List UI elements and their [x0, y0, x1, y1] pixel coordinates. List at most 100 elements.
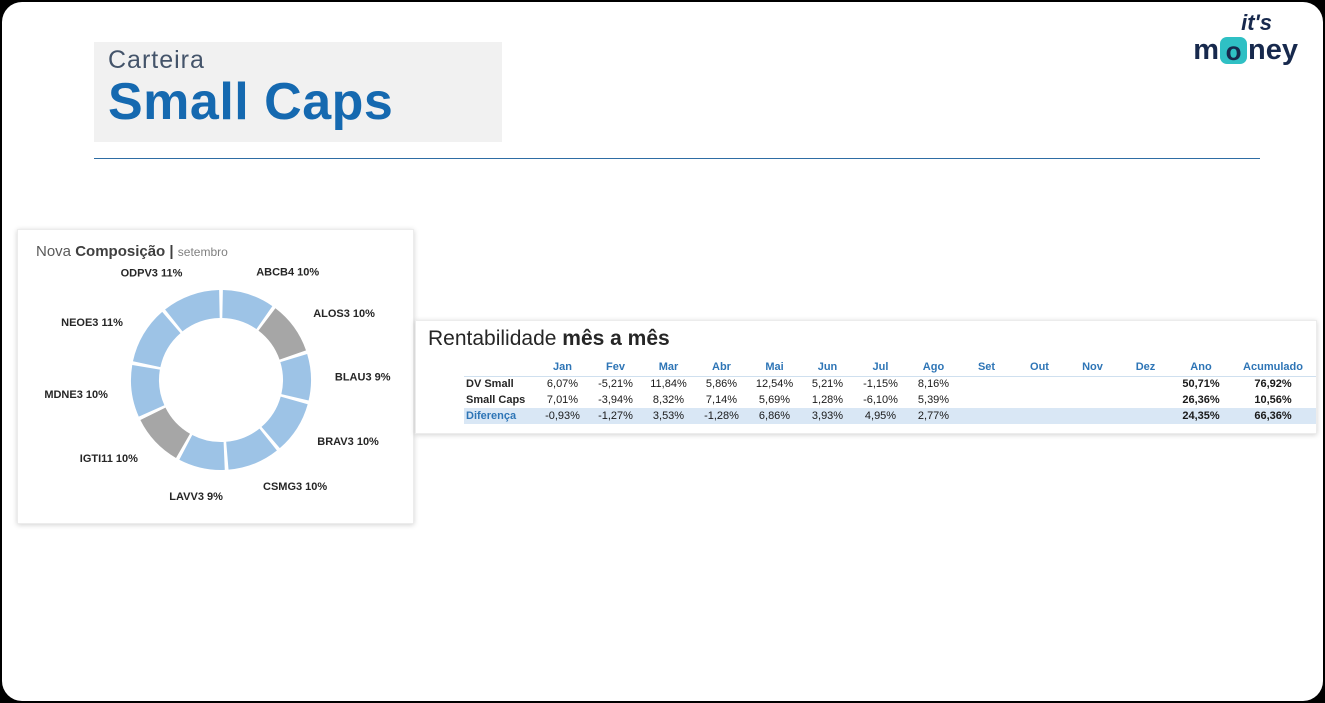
column-header-out: Out: [1013, 359, 1066, 377]
composition-title-word1: Nova: [36, 243, 72, 260]
composition-panel: Nova Composição | setembro ABCB4 10% ALOS…: [17, 229, 414, 524]
donut-label-blau3: BLAU3 9%: [335, 371, 391, 383]
performance-title-regular: Rentabilidade: [428, 327, 557, 350]
table-cell: [1066, 376, 1119, 392]
donut-label-lavv3: LAVV3 9%: [169, 491, 223, 503]
composition-title-separator: |: [169, 243, 174, 260]
donut-segment-alos3: [258, 308, 306, 360]
column-header-empty: [464, 359, 536, 377]
table-cell: [960, 408, 1013, 424]
table-row-dv-small: DV Small 6,07% -5,21% 11,84% 5,86% 12,54% 5,21…: [464, 376, 1316, 392]
table-cell: -5,21%: [598, 378, 633, 391]
column-header-nov: Nov: [1066, 359, 1119, 377]
brand-logo-o-mark: o: [1220, 35, 1248, 66]
composition-donut-chart: ABCB4 10% ALOS3 10% BLAU3 9% BRAV3 10% CSMG3…: [44, 266, 391, 503]
column-header-mar: Mar: [642, 359, 695, 377]
table-cell: 7,14%: [705, 394, 738, 406]
table-cell: 4,95%: [854, 408, 907, 424]
table-cell: 5,86%: [705, 378, 738, 391]
performance-title-bold: mês a mês: [562, 327, 670, 350]
donut-label-alos3: ALOS3 10%: [313, 308, 375, 320]
table-cell: 2,77%: [907, 408, 960, 424]
column-header-jan: Jan: [536, 359, 589, 377]
table-cell: 26,36%: [1182, 394, 1220, 406]
donut-segment-odpv3: [165, 290, 220, 332]
table-cell: -1,15%: [863, 378, 898, 391]
table-cell: -3,94%: [598, 394, 633, 406]
table-cell: [1119, 408, 1172, 424]
report-kicker: Carteira: [108, 46, 205, 74]
table-cell: [1066, 408, 1119, 424]
header-divider: [94, 158, 1260, 159]
table-cell: [1013, 408, 1066, 424]
column-header-set: Set: [960, 359, 1013, 377]
donut-segment-blau3: [280, 353, 312, 401]
row-label-dv-small: DV Small: [466, 378, 514, 391]
table-cell: 12,54%: [755, 378, 794, 391]
table-cell: [1066, 392, 1119, 408]
column-header-jul: Jul: [854, 359, 907, 377]
table-cell: 6,86%: [748, 408, 801, 424]
composition-title-word2: Composição: [75, 243, 166, 260]
donut-segment-neoe3: [132, 311, 181, 368]
brand-logo-money: m o ney: [1193, 36, 1298, 65]
table-cell: 7,01%: [546, 394, 579, 406]
performance-title: Rentabilidade mês a mês: [424, 327, 1316, 351]
donut-segment-abcb4: [222, 290, 273, 330]
donut-segment-lavv3: [179, 434, 225, 470]
donut-label-igti11: IGTI11 10%: [80, 453, 138, 465]
table-cell: 8,16%: [917, 378, 950, 391]
table-cell: 11,84%: [650, 378, 687, 391]
table-cell: [960, 392, 1013, 408]
table-cell: 6,07%: [546, 378, 579, 391]
table-cell: [1013, 376, 1066, 392]
row-label-diferen-a: Diferença: [464, 408, 536, 424]
performance-table: Jan Fev Mar Abr Mai Jun Jul Ago Set Out Nov Dez Ano A…: [464, 359, 1316, 424]
table-cell: 5,21%: [811, 378, 844, 391]
composition-subtitle: setembro: [177, 245, 228, 259]
table-cell: 5,69%: [758, 394, 791, 406]
table-cell: 5,39%: [917, 394, 950, 406]
column-header-ano: Ano: [1172, 359, 1230, 377]
column-header-jun: Jun: [801, 359, 854, 377]
donut-label-odpv3: ODPV3 11%: [121, 268, 183, 280]
column-header-acumulado: Acumulado: [1230, 359, 1316, 377]
composition-title: Nova Composição | setembro: [36, 243, 413, 260]
table-cell: -6,10%: [863, 394, 898, 406]
donut-label-mdne3: MDNE3 10%: [44, 389, 108, 401]
column-header-abr: Abr: [695, 359, 748, 377]
brand-logo-m: m: [1193, 34, 1220, 66]
donut-segment-brav3: [261, 396, 308, 449]
table-cell: -1,28%: [695, 408, 748, 424]
table-row-small-caps: Small Caps 7,01% -3,94% 8,32% 7,14% 5,69% 1,28…: [464, 392, 1316, 408]
table-cell: [960, 376, 1013, 392]
table-row-diferen-a: Diferença -0,93% -1,27% 3,53% -1,28% 6,86% 3,9…: [464, 408, 1316, 424]
brand-logo-its: it's: [1241, 10, 1272, 35]
column-header-mai: Mai: [748, 359, 801, 377]
table-cell: -0,93%: [536, 408, 589, 424]
column-header-dez: Dez: [1119, 359, 1172, 377]
report-title-block: Carteira Small Caps: [94, 42, 502, 142]
donut-label-brav3: BRAV3 10%: [317, 436, 379, 448]
table-cell: 50,71%: [1182, 378, 1220, 391]
table-cell: [1013, 392, 1066, 408]
donut-segment-igti11: [140, 407, 190, 458]
brand-logo-o: o: [1225, 35, 1242, 66]
donut-label-neoe3: NEOE3 11%: [61, 317, 123, 329]
donut-segment-mdne3: [131, 364, 165, 417]
table-cell: 66,36%: [1230, 408, 1316, 424]
table-cell: 76,92%: [1254, 378, 1292, 391]
table-cell: 1,28%: [811, 394, 844, 406]
page-title: Small Caps: [108, 73, 394, 131]
donut-label-abcb4: ABCB4 10%: [256, 266, 319, 278]
brand-logo: it's m o ney: [1193, 12, 1298, 65]
table-cell: [1119, 376, 1172, 392]
table-cell: [1119, 392, 1172, 408]
row-label-small-caps: Small Caps: [466, 394, 526, 406]
table-cell: 3,93%: [801, 408, 854, 424]
donut-label-csmg3: CSMG3 10%: [263, 481, 327, 493]
table-cell: 8,32%: [652, 394, 685, 406]
column-header-fev: Fev: [589, 359, 642, 377]
table-cell: 3,53%: [642, 408, 695, 424]
